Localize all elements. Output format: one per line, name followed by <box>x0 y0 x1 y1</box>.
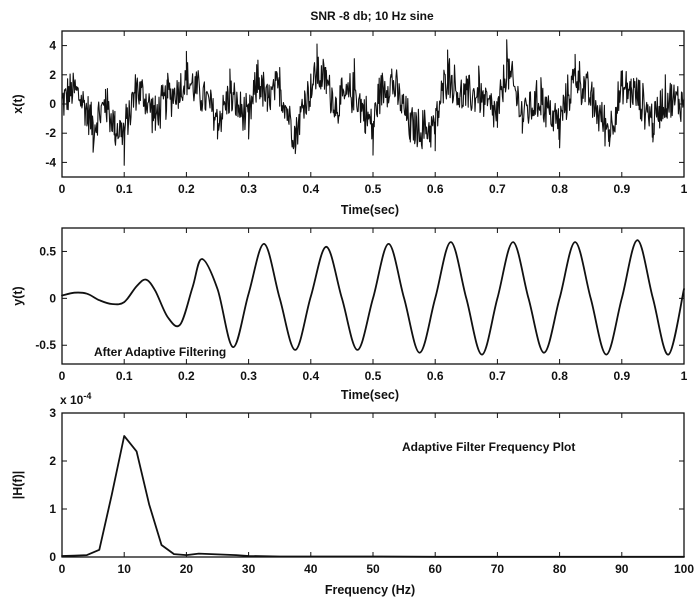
x-tick-label-filtered: 0.6 <box>427 369 444 383</box>
x-tick-label-signal: 0.9 <box>613 182 630 196</box>
series-line-noisy-signal <box>61 39 685 166</box>
x-tick-label-frequency: 30 <box>242 562 256 576</box>
annotation-frequency-plot: Adaptive Filter Frequency Plot <box>402 440 575 454</box>
x-tick-label-filtered: 0.5 <box>365 369 382 383</box>
y-tick-label-signal: 2 <box>49 68 56 82</box>
x-tick-label-frequency: 0 <box>59 562 66 576</box>
x-tick-label-filtered: 0 <box>59 369 66 383</box>
y-tick-label-signal: 4 <box>49 39 56 53</box>
ticks-frequency: 0 10 20 30 40 50 60 70 80 90 100 0 1 2 3 <box>49 406 694 576</box>
y-tick-label-frequency: 2 <box>49 454 56 468</box>
y-tick-label-filtered: -0.5 <box>35 338 56 352</box>
x-tick-label-filtered: 0.1 <box>116 369 133 383</box>
x-tick-label-signal: 0.5 <box>365 182 382 196</box>
x-tick-label-filtered: 0.3 <box>240 369 257 383</box>
annotation-after-filtering: After Adaptive Filtering <box>94 345 226 359</box>
x-tick-label-signal: 0.1 <box>116 182 133 196</box>
y-tick-label-filtered: 0.5 <box>39 244 56 258</box>
y-tick-label-signal: -2 <box>45 126 56 140</box>
x-tick-label-frequency: 40 <box>304 562 318 576</box>
x-tick-label-signal: 0.4 <box>302 182 319 196</box>
x-tick-label-filtered: 0.8 <box>551 369 568 383</box>
y-axis-scale-label: x 10-4 <box>60 391 91 407</box>
x-axis-label-signal: Time(sec) <box>341 203 399 217</box>
x-tick-label-frequency: 50 <box>366 562 380 576</box>
x-tick-label-frequency: 20 <box>180 562 194 576</box>
y-axis-label-filtered: y(t) <box>11 286 25 305</box>
scale-base: x 10 <box>60 393 84 407</box>
series-line-filtered <box>61 239 685 356</box>
x-tick-label-signal: 1 <box>681 182 688 196</box>
panel-filtered: 0 0.1 0.2 0.3 0.4 0.5 0.6 0.7 0.8 0.9 1 -0.5 0 0.5 Af… <box>11 227 688 402</box>
scale-exponent: -4 <box>83 391 91 401</box>
plot-frame-frequency <box>61 412 685 558</box>
y-tick-label-signal: 0 <box>49 97 56 111</box>
y-tick-label-signal: -4 <box>45 155 56 169</box>
x-axis-label-frequency: Frequency (Hz) <box>325 583 415 597</box>
panel-signal: 0 0.1 0.2 0.3 0.4 0.5 0.6 0.7 0.8 0.9 1 -4 -2 0 2 4 Tim… <box>11 30 688 217</box>
x-tick-label-signal: 0.7 <box>489 182 506 196</box>
y-tick-label-filtered: 0 <box>49 291 56 305</box>
x-tick-label-filtered: 0.4 <box>302 369 319 383</box>
x-tick-label-frequency: 10 <box>118 562 132 576</box>
x-tick-label-frequency: 60 <box>429 562 443 576</box>
x-tick-label-signal: 0.8 <box>551 182 568 196</box>
x-tick-label-filtered: 0.9 <box>613 369 630 383</box>
y-tick-label-frequency: 1 <box>49 502 56 516</box>
chart-title: SNR -8 db; 10 Hz sine <box>310 9 434 23</box>
y-tick-label-frequency: 3 <box>49 406 56 420</box>
x-axis-label-filtered: Time(sec) <box>341 388 399 402</box>
x-tick-label-frequency: 80 <box>553 562 567 576</box>
ticks-filtered: 0 0.1 0.2 0.3 0.4 0.5 0.6 0.7 0.8 0.9 1 -0.5 0 0.5 <box>35 228 688 383</box>
series-line-frequency-response <box>61 435 685 558</box>
x-tick-label-frequency: 70 <box>491 562 505 576</box>
y-tick-label-frequency: 0 <box>49 550 56 564</box>
x-tick-label-signal: 0.2 <box>178 182 195 196</box>
x-tick-label-filtered: 0.2 <box>178 369 195 383</box>
x-tick-label-frequency: 100 <box>674 562 694 576</box>
x-tick-label-signal: 0.6 <box>427 182 444 196</box>
ticks-signal: 0 0.1 0.2 0.3 0.4 0.5 0.6 0.7 0.8 0.9 1 -4 -2 0 2 4 <box>45 31 688 196</box>
y-axis-label-frequency: |H(f)| <box>11 471 25 500</box>
x-tick-label-frequency: 90 <box>615 562 629 576</box>
x-tick-label-signal: 0.3 <box>240 182 257 196</box>
panel-frequency: 0 10 20 30 40 50 60 70 80 90 100 0 1 2 3 x 10-4 Adapti… <box>11 391 694 597</box>
y-axis-label-signal: x(t) <box>11 94 25 113</box>
x-tick-label-signal: 0 <box>59 182 66 196</box>
x-tick-label-filtered: 0.7 <box>489 369 506 383</box>
x-tick-label-filtered: 1 <box>681 369 688 383</box>
